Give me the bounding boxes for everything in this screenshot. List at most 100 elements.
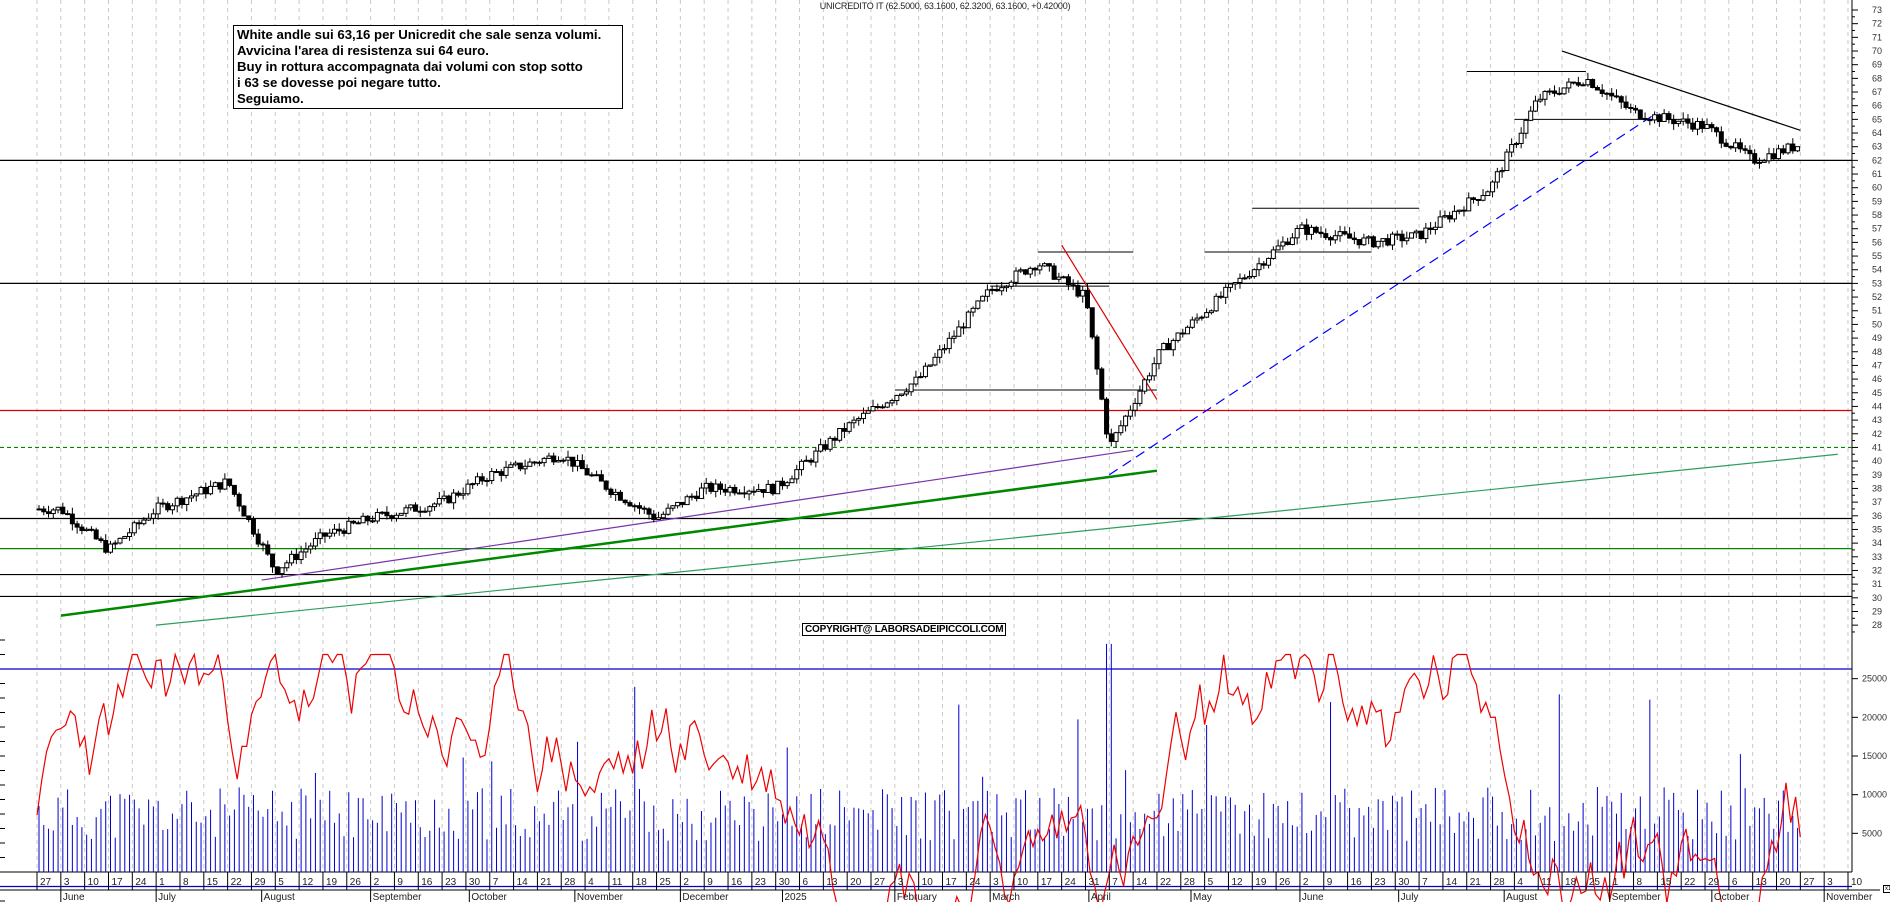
day-tick-label: 24 <box>135 877 147 888</box>
price-tick-label: 35 <box>1872 524 1882 534</box>
candle-body <box>684 496 690 506</box>
candle-body <box>980 295 986 302</box>
price-tick-label: 40 <box>1872 456 1882 466</box>
volume-bars <box>38 643 1799 872</box>
day-tick-label: 24 <box>969 877 981 888</box>
candle-body <box>174 497 180 507</box>
price-tick-label: 31 <box>1872 579 1882 589</box>
candle-body <box>527 461 533 467</box>
candle-body <box>494 471 500 474</box>
candle-body <box>1413 230 1419 234</box>
candle-body <box>1208 310 1214 314</box>
price-tick-label: 67 <box>1872 87 1882 97</box>
candle-body <box>1532 100 1538 112</box>
day-tick-label: 10 <box>1851 877 1863 888</box>
candle-body <box>489 471 495 481</box>
price-tick-label: 51 <box>1872 306 1882 316</box>
annotation-line: Buy in rottura accompagnata dai volumi c… <box>237 59 583 74</box>
candle-body <box>1337 231 1343 237</box>
candle-body <box>560 459 566 462</box>
candle-body <box>1032 267 1038 271</box>
price-tick-label: 42 <box>1872 429 1882 439</box>
trendline <box>60 469 1158 617</box>
candle-body <box>303 548 309 553</box>
candle-body <box>355 522 361 525</box>
candle-body <box>1647 119 1653 122</box>
candle-body <box>918 376 924 379</box>
candle-body <box>651 513 657 520</box>
candle-body <box>517 462 523 470</box>
month-label: August <box>1506 892 1537 902</box>
day-tick-label: 16 <box>1351 877 1363 888</box>
candle-body <box>1766 153 1772 162</box>
price-tick-label: 52 <box>1872 292 1882 302</box>
candle-body <box>1394 233 1400 236</box>
day-tick-label: 29 <box>254 877 266 888</box>
day-tick-label: 18 <box>636 877 648 888</box>
candle-body <box>770 483 776 495</box>
candle-body <box>274 566 280 575</box>
price-tick-label: 39 <box>1872 470 1882 480</box>
candle-body <box>927 364 933 367</box>
day-tick-label: 27 <box>874 877 886 888</box>
candle-body <box>69 513 75 525</box>
day-tick-label: 10 <box>1017 877 1029 888</box>
candle-body <box>1356 239 1362 246</box>
candle-body <box>1785 143 1791 154</box>
candle-body <box>422 510 428 513</box>
candle-body <box>822 444 828 450</box>
day-tick-label: 3 <box>993 877 999 888</box>
candle-body <box>1266 257 1272 266</box>
candle-body <box>1652 114 1658 121</box>
candle-body <box>908 383 914 393</box>
candle-body <box>913 376 919 385</box>
candle-body <box>1270 249 1276 259</box>
candle-body <box>1132 402 1138 411</box>
candle-body <box>308 545 314 550</box>
candle-body <box>1127 409 1133 417</box>
candle-body <box>1185 326 1191 335</box>
day-tick-label: 22 <box>1160 877 1172 888</box>
day-tick-label: 4 <box>1517 877 1523 888</box>
candle-body <box>1671 119 1677 125</box>
candle-body <box>870 406 876 412</box>
candle-body <box>1328 237 1334 241</box>
day-tick-label: 16 <box>421 877 433 888</box>
day-tick-label: 17 <box>946 877 958 888</box>
candle-body <box>451 492 457 504</box>
candle-body <box>1275 245 1281 251</box>
candle-body <box>1256 263 1262 271</box>
day-tick-label: 29 <box>1708 877 1720 888</box>
candle-body <box>36 508 42 511</box>
candle-body <box>1099 368 1105 400</box>
candle-body <box>88 528 94 531</box>
candle-body <box>203 486 209 495</box>
annotation-line: Seguiamo. <box>237 91 304 106</box>
candle-body <box>1232 282 1238 285</box>
candle-body <box>370 520 376 523</box>
day-tick-label: 1 <box>159 877 165 888</box>
candle-body <box>1642 117 1648 121</box>
price-tick-label: 54 <box>1872 265 1882 275</box>
price-tick-label: 30 <box>1872 593 1882 603</box>
trendline <box>1561 50 1801 131</box>
candle-body <box>1342 231 1348 235</box>
candle-body <box>760 489 766 493</box>
candle-body <box>803 459 809 462</box>
day-tick-label: 3 <box>898 877 904 888</box>
candle-body <box>741 492 747 495</box>
candle-body <box>1008 281 1014 287</box>
candle-body <box>1070 284 1076 287</box>
price-tick-label: 55 <box>1872 251 1882 261</box>
day-tick-label: 23 <box>755 877 767 888</box>
candle-body <box>432 503 438 508</box>
candle-body <box>989 288 995 291</box>
candle-body <box>284 562 290 569</box>
candle-body <box>555 459 561 463</box>
candle-body <box>565 456 571 461</box>
candle-body <box>832 437 838 441</box>
candle-body <box>1723 142 1729 147</box>
price-tick-label: 72 <box>1872 19 1882 29</box>
candle-body <box>1213 295 1219 312</box>
day-tick-label: 2 <box>374 877 380 888</box>
